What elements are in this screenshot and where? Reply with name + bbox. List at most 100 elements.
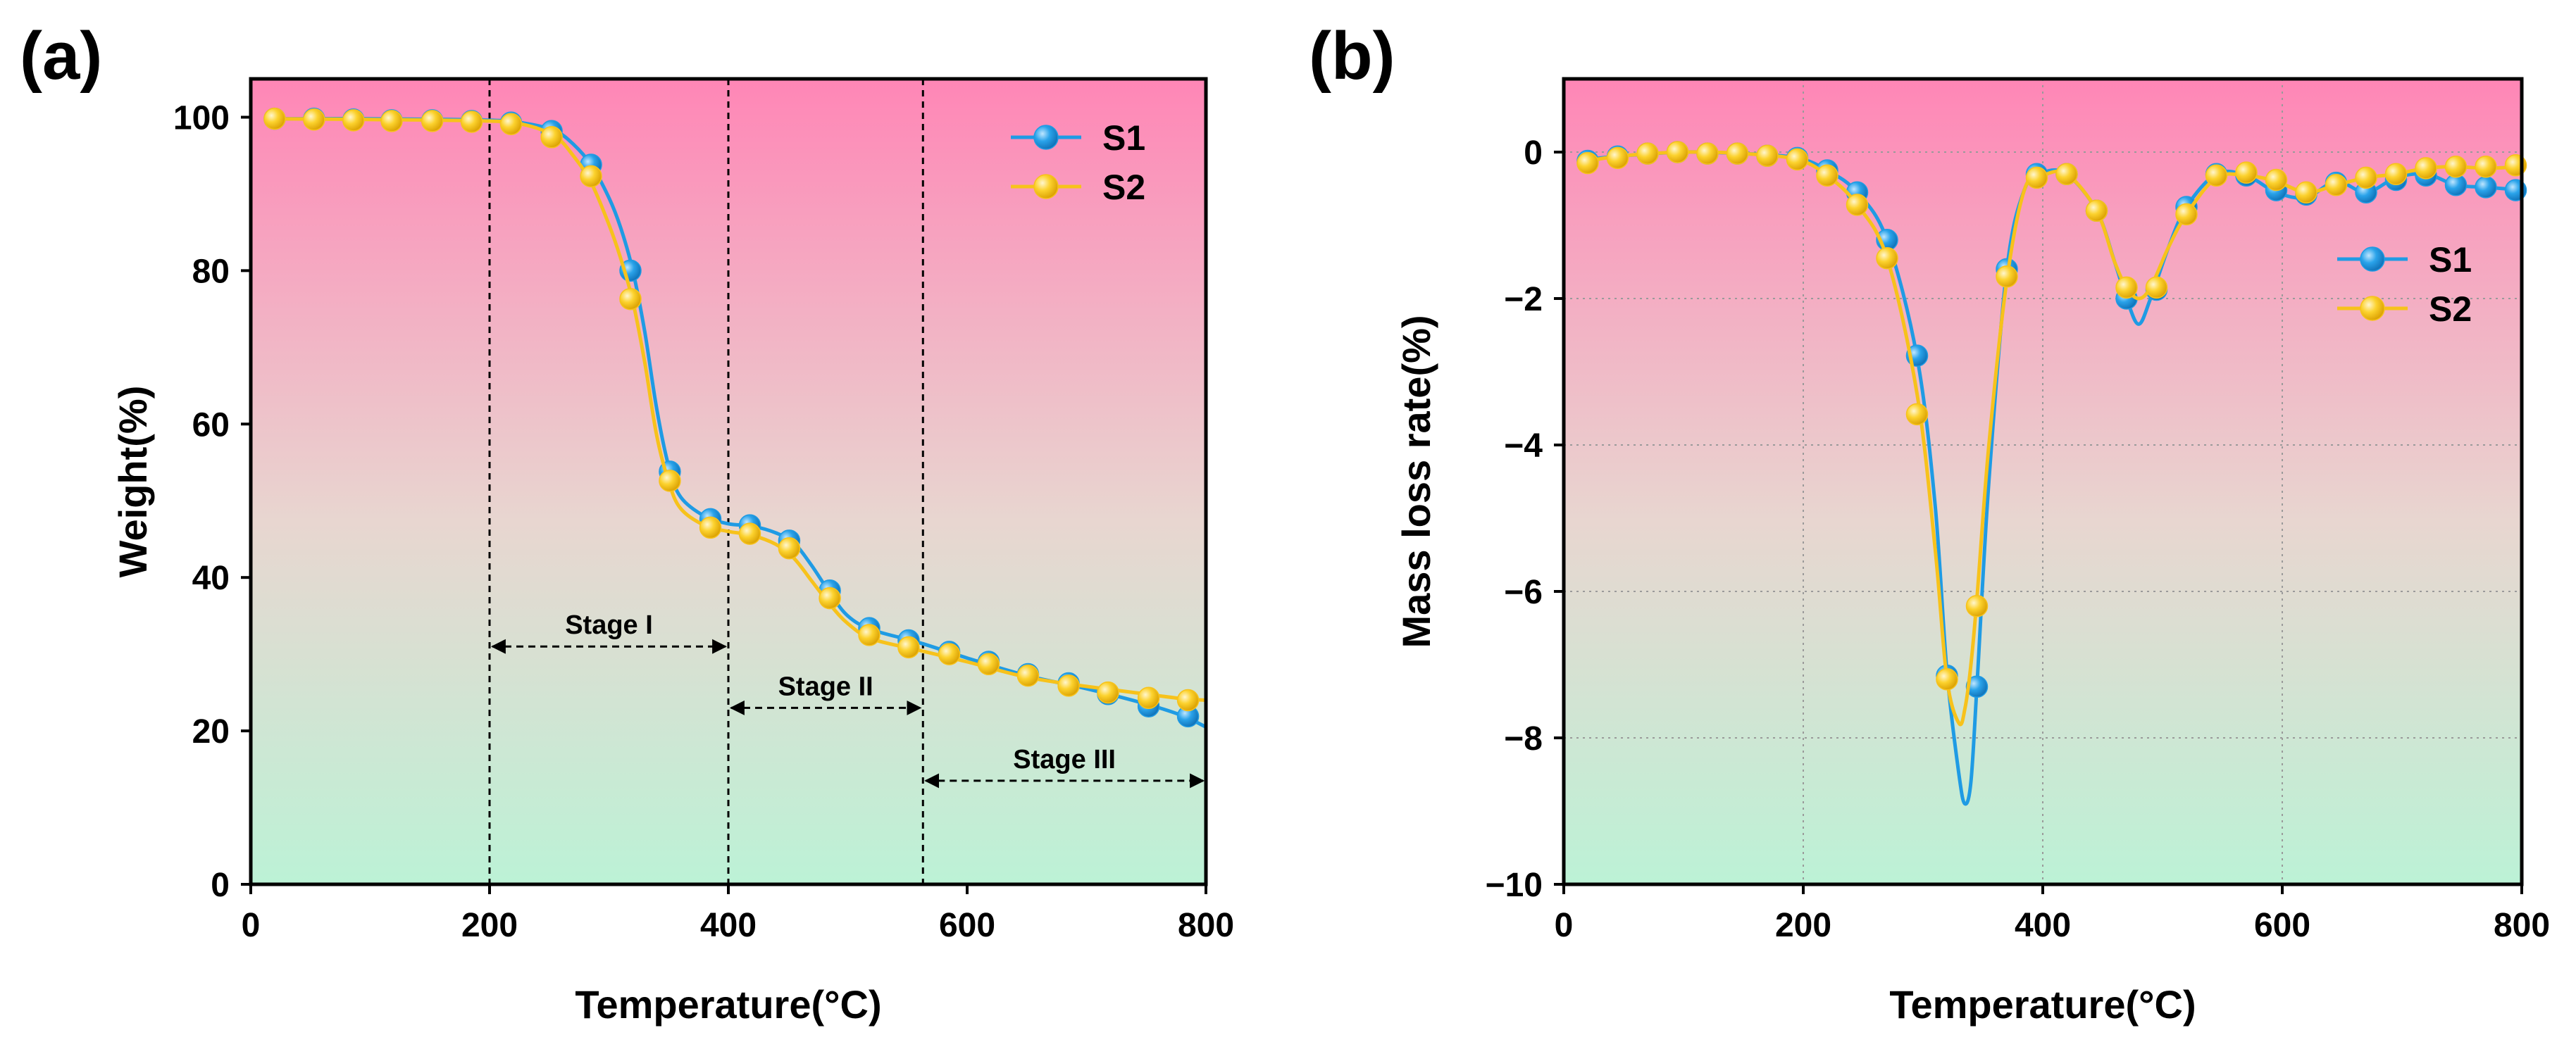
b-legend-label-s1: S1: [2429, 240, 2472, 280]
b-data-point-s2: [1666, 141, 1689, 163]
panel-a-stage-annotations: Stage I Stage II Stage III: [490, 610, 1205, 789]
a-data-point-s2: [619, 287, 642, 310]
a-legend-label-s1: S1: [1102, 118, 1145, 158]
panel-a-y-axis-title: Weight(%): [111, 386, 155, 578]
b-data-point-s2: [1576, 151, 1599, 175]
b-data-point-s2: [1726, 142, 1749, 165]
b-data-point-s2: [2205, 164, 2228, 187]
b-data-point-s2: [2055, 163, 2078, 185]
a-x-tick-label: 0: [242, 907, 261, 944]
a-data-point-s2: [659, 470, 681, 492]
b-data-point-s2: [1756, 144, 1779, 167]
b-x-tick-label: 400: [2015, 907, 2071, 944]
b-y-tick-label: −8: [1504, 720, 1543, 758]
b-y-tick-label: 0: [1524, 134, 1543, 172]
b-data-point-s2: [2265, 168, 2288, 192]
a-x-tick-label: 800: [1178, 907, 1234, 944]
a-x-tick-label: 400: [700, 907, 757, 944]
a-data-point-s2: [1137, 686, 1160, 709]
b-data-point-s2: [2415, 157, 2437, 180]
b-data-point-s1: [2475, 176, 2497, 199]
a-data-point-s2: [421, 110, 444, 132]
a-data-point-s2: [819, 586, 841, 610]
b-data-point-s2: [2235, 161, 2258, 184]
b-legend-swatch-marker-s2: [2360, 296, 2385, 321]
b-data-point-s2: [2295, 181, 2317, 203]
a-data-point-s2: [580, 165, 602, 188]
panel-a-x-ticks: 0 200 400 600 800: [242, 884, 1234, 944]
b-data-point-s2: [1816, 164, 1838, 187]
b-y-tick-label: −6: [1504, 574, 1543, 611]
b-legend-label-s2: S2: [2429, 289, 2472, 329]
b-data-point-s2: [1996, 265, 2018, 288]
a-data-point-s2: [499, 113, 523, 136]
b-data-point-s2: [2115, 276, 2138, 299]
b-x-tick-label: 600: [2254, 907, 2310, 944]
a-data-point-s2: [738, 522, 761, 545]
b-data-point-s2: [1936, 668, 1958, 691]
a-data-point-s2: [263, 107, 286, 130]
panel-b-x-ticks: 0 200 400 600 800: [1555, 884, 2550, 944]
panel-a-label: (a): [20, 18, 102, 94]
b-data-point-s2: [2444, 156, 2468, 178]
a-data-point-s2: [303, 108, 325, 131]
panel-a-series: [263, 107, 1208, 729]
b-data-point-s2: [2475, 156, 2497, 178]
b-data-point-s2: [2145, 276, 2168, 299]
b-x-tick-label: 200: [1775, 907, 1831, 944]
a-y-tick-label: 60: [192, 406, 230, 444]
a-data-point-s2: [380, 110, 403, 132]
a-legend-swatch-marker-s2: [1033, 174, 1059, 199]
panel-b-mass-loss-rate-chart: (b) 0 200 400 600 800 0 −2 −4 −6 −8 −10 Temperatu…: [1309, 18, 2550, 1027]
stage-label-stage-i: Stage I: [565, 610, 653, 640]
panel-a-plot-background: [251, 79, 1206, 884]
b-data-point-s2: [1636, 142, 1659, 165]
b-data-point-s1: [1965, 675, 1989, 698]
b-data-point-s2: [2325, 174, 2348, 196]
panel-b-x-axis-title: Temperature(°C): [1889, 982, 2196, 1027]
panel-b-y-axis-title: Mass loss rate(%): [1394, 315, 1438, 648]
a-x-tick-label: 600: [939, 907, 995, 944]
a-data-point-s2: [1016, 664, 1040, 687]
b-data-point-s2: [1606, 146, 1629, 170]
a-data-point-s2: [1176, 689, 1200, 712]
a-legend-label-s2: S2: [1102, 168, 1145, 207]
a-y-tick-label: 100: [173, 99, 230, 137]
b-y-tick-label: −2: [1504, 281, 1543, 318]
b-data-point-s2: [1696, 142, 1719, 165]
b-data-point-s2: [2085, 199, 2108, 222]
b-data-point-s2: [1876, 247, 1898, 270]
b-data-point-s2: [2384, 163, 2408, 185]
a-x-tick-label: 200: [461, 907, 518, 944]
panel-b-series: [1576, 141, 2527, 806]
b-data-point-s2: [2025, 166, 2048, 189]
b-data-point-s2: [1905, 403, 1929, 426]
panel-b-label: (b): [1309, 18, 1395, 94]
a-y-tick-label: 0: [211, 867, 230, 904]
a-data-point-s2: [977, 653, 1000, 676]
b-data-point-s2: [1846, 194, 1869, 216]
a-data-point-s2: [1097, 681, 1119, 704]
a-data-point-s2: [540, 126, 563, 149]
panel-a-x-axis-title: Temperature(°C): [575, 982, 881, 1027]
b-legend-swatch-marker-s1: [2360, 246, 2385, 272]
stage-label-stage-ii: Stage II: [778, 672, 873, 701]
a-y-tick-label: 80: [192, 253, 230, 290]
a-y-tick-label: 40: [192, 560, 230, 597]
panel-a-y-ticks: 0 20 40 60 80 100: [173, 99, 251, 904]
b-x-tick-label: 0: [1555, 907, 1574, 944]
a-data-point-s2: [858, 624, 881, 646]
b-y-tick-label: −10: [1486, 867, 1543, 904]
a-y-tick-label: 20: [192, 713, 230, 751]
a-data-point-s2: [1057, 675, 1080, 697]
b-data-point-s2: [2175, 203, 2198, 226]
b-y-tick-label: −4: [1504, 427, 1543, 465]
a-data-point-s2: [938, 643, 961, 665]
stage-label-stage-iii: Stage III: [1013, 745, 1116, 774]
b-x-tick-label: 800: [2494, 907, 2550, 944]
a-data-point-s2: [897, 636, 920, 659]
